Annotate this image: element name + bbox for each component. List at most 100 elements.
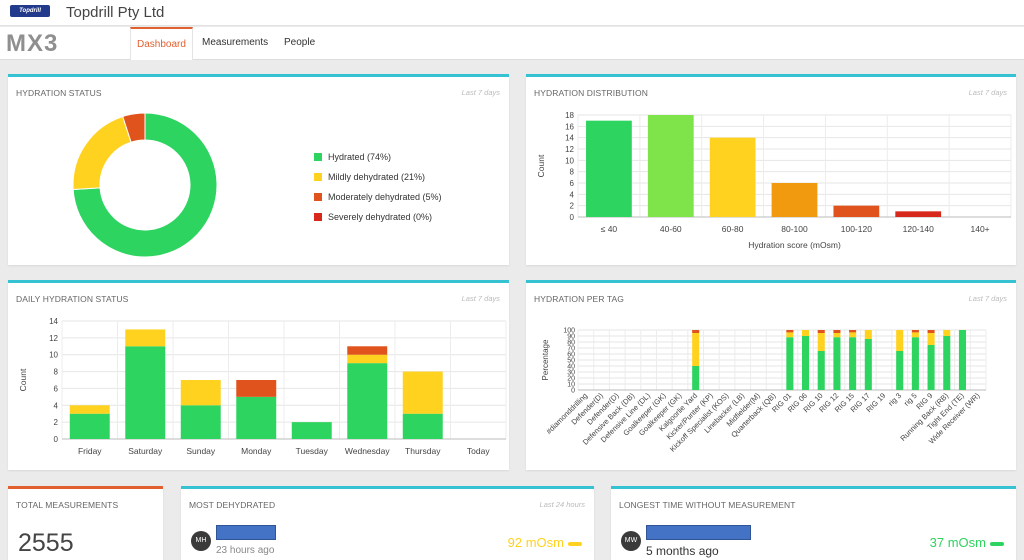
y-tick-label: 14: [49, 317, 58, 326]
bar-segment: [943, 336, 951, 390]
bar-segment: [802, 336, 810, 390]
legend-swatch: [314, 173, 322, 181]
y-tick-label: 6: [570, 179, 575, 188]
panel-period: Last 7 days: [968, 294, 1007, 303]
bar-segment: [911, 332, 919, 338]
time-since: 5 months ago: [646, 544, 719, 558]
bar: [895, 211, 942, 217]
bar-segment: [896, 351, 904, 390]
panel-title: LONGEST TIME WITHOUT MEASUREMENT: [619, 500, 796, 510]
legend-item-mildly: Mildly dehydrated (21%): [314, 167, 442, 187]
panel-title: DAILY HYDRATION STATUS: [16, 294, 129, 304]
hydration-distribution-panel: HYDRATION DISTRIBUTION Last 7 days 0 2 4 6 8…: [526, 74, 1016, 265]
bar-segment: [786, 332, 794, 338]
y-tick-label: 8: [54, 368, 59, 377]
legend-swatch: [314, 193, 322, 201]
bar: [709, 137, 756, 217]
x-tick-label: Tuesday: [296, 446, 329, 456]
legend-item-severely: Severely dehydrated (0%): [314, 207, 442, 227]
avatar: MH: [191, 531, 211, 551]
bar: [833, 205, 880, 217]
redacted-name: [216, 525, 276, 540]
x-tick-label: rig 3: [886, 391, 903, 408]
x-axis-label: Hydration score (mOsm): [748, 240, 841, 250]
panel-period: Last 7 days: [461, 88, 500, 97]
x-tick-label: ≤ 40: [601, 224, 618, 234]
x-tick-label: 100-120: [841, 224, 872, 234]
y-tick-label: 0: [54, 435, 59, 444]
y-tick-label: 4: [570, 190, 575, 199]
donut-slice-mildly-dehydrated: [72, 115, 132, 191]
bar-segment: [943, 330, 951, 336]
redacted-name: [646, 525, 751, 540]
bar-segment: [692, 366, 700, 390]
bar-segment: [833, 330, 841, 333]
bar-segment: [817, 351, 825, 390]
score-indicator: [568, 542, 582, 546]
bar-segment: [125, 346, 166, 439]
panel-title: MOST DEHYDRATED: [189, 500, 276, 510]
y-tick-label: 30: [567, 370, 575, 377]
y-tick-label: 16: [565, 122, 574, 131]
x-tick-label: 140+: [970, 224, 989, 234]
y-axis-label: Count: [536, 154, 546, 177]
x-tick-label: Thursday: [405, 446, 441, 456]
bar-segment: [402, 371, 443, 414]
y-tick-label: 12: [49, 334, 58, 343]
y-tick-label: 6: [54, 384, 59, 393]
y-axis-label: Percentage: [541, 339, 550, 380]
y-tick-label: 2: [54, 418, 59, 427]
y-tick-label: 18: [565, 111, 574, 120]
bar-segment: [291, 422, 332, 439]
company-name: Topdrill Pty Ltd: [66, 4, 165, 21]
mx3-logo[interactable]: MX3: [6, 31, 106, 56]
bar-segment: [864, 330, 872, 339]
bar: [647, 115, 694, 217]
y-tick-label: 10: [567, 382, 575, 389]
y-tick-label: 20: [567, 376, 575, 383]
bar: [586, 120, 632, 217]
legend-label: Hydrated (74%): [328, 152, 392, 162]
x-tick-label: Wednesday: [345, 446, 390, 456]
tab-people[interactable]: People: [284, 37, 316, 48]
bar-segment: [180, 380, 221, 406]
legend-swatch: [314, 213, 322, 221]
bar-segment: [849, 330, 857, 333]
legend: Hydrated (74%) Mildly dehydrated (21%) M…: [314, 147, 442, 227]
bar-segment: [864, 339, 872, 390]
y-tick-label: 70: [567, 346, 575, 353]
panel-title: HYDRATION PER TAG: [534, 294, 625, 304]
total-measurements-panel: TOTAL MEASUREMENTS 2555: [8, 486, 163, 560]
y-tick-label: 14: [565, 134, 574, 143]
tab-measurements[interactable]: Measurements: [202, 37, 269, 48]
legend-item-hydrated: Hydrated (74%): [314, 147, 442, 167]
most-dehydrated-panel[interactable]: MOST DEHYDRATED Last 24 hours MH 23 hour…: [181, 486, 594, 560]
total-measurements-value: 2555: [18, 529, 74, 557]
y-tick-label: 80: [567, 340, 575, 347]
bar-segment: [849, 332, 857, 338]
bar-segment: [817, 330, 825, 333]
y-tick-label: 90: [567, 334, 575, 341]
bar-segment: [69, 413, 110, 439]
bar-segment: [833, 333, 841, 338]
hydration-distribution-chart: 0 2 4 6 8 10 12 14 16 18 ≤ 40 40-60 60-80 80-100 100-1…: [536, 111, 1012, 250]
bar-segment: [911, 337, 919, 390]
bar-segment: [927, 345, 935, 390]
y-tick-label: 40: [567, 364, 575, 371]
panel-title: HYDRATION DISTRIBUTION: [534, 88, 648, 98]
longest-time-panel[interactable]: LONGEST TIME WITHOUT MEASUREMENT MW 5 mo…: [611, 486, 1016, 560]
bar-segment: [786, 337, 794, 390]
panel-title: TOTAL MEASUREMENTS: [16, 500, 119, 510]
bar-segment: [692, 333, 700, 366]
hydration-status-donut: [72, 112, 218, 258]
bar-segment: [911, 330, 919, 333]
bar-segment: [958, 330, 966, 390]
bar-segment: [802, 330, 810, 336]
hydration-status-panel: HYDRATION STATUS Last 7 days Hydrated (7…: [8, 74, 509, 265]
x-tick-label: Sunday: [186, 446, 216, 456]
tab-dashboard[interactable]: Dashboard: [130, 27, 193, 60]
bar-segment: [817, 333, 825, 351]
bar-segment: [347, 346, 388, 355]
top-bar: Topdrill Topdrill Pty Ltd: [0, 0, 1024, 26]
daily-hydration-chart: 0 2 4 6 8 10 12 14 Friday Saturday Sunday Monday Tue…: [18, 317, 507, 456]
